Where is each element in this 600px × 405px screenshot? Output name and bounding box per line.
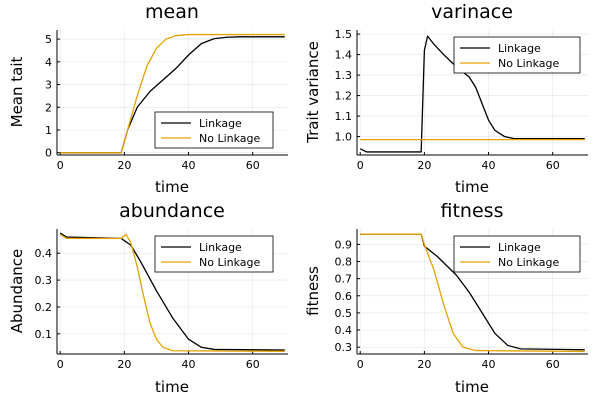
y-tick-label: 1.3 [335, 69, 353, 82]
y-tick-label: 0.3 [35, 274, 53, 287]
y-tick-label: 1.5 [335, 28, 353, 41]
x-tick-label: 40 [182, 159, 196, 172]
legend: Linkage No Linkage [453, 36, 581, 74]
x-axis-label: time [455, 178, 489, 196]
y-tick-label: 0.4 [35, 247, 53, 260]
legend-label: No Linkage [199, 132, 261, 145]
y-tick-label: 0.7 [335, 273, 353, 286]
y-tick-label: 1.0 [335, 131, 353, 144]
legend-label: No Linkage [199, 256, 261, 269]
y-tick-label: 0.3 [335, 341, 353, 354]
y-tick-label: 0.2 [35, 301, 53, 314]
series-line [59, 233, 285, 352]
x-axis-label: time [455, 378, 489, 396]
x-tick-label: 0 [57, 358, 64, 371]
y-tick-label: 1.2 [335, 90, 353, 103]
x-tick-label: 60 [546, 159, 560, 172]
y-tick-label: 0.1 [35, 328, 53, 341]
legend: Linkage No Linkage [453, 235, 581, 273]
x-tick-label: 0 [357, 159, 364, 172]
x-tick-label: 20 [117, 358, 131, 371]
legend-label: Linkage [498, 241, 541, 254]
x-tick-label: 40 [482, 358, 496, 371]
y-tick-label: 0.4 [335, 324, 353, 337]
panel-0: 0 20 40 60 0 1 2 3 4 5 mean time Mean tait Linkage No … [8, 1, 288, 196]
legend-box [453, 235, 581, 273]
y-tick-label: 0.9 [335, 238, 353, 251]
y-tick-label: 0.6 [335, 290, 353, 303]
x-tick-label: 20 [117, 159, 131, 172]
legend-box [154, 235, 274, 273]
chart-title: varinace [431, 1, 513, 23]
chart-title: abundance [119, 200, 225, 222]
x-tick-label: 20 [417, 358, 431, 371]
y-axis-label: Mean tait [8, 57, 26, 128]
chart-title: fitness [441, 200, 504, 222]
panel-2: 0 20 40 60 0.1 0.2 0.3 0.4 abundance time Abundanc… [8, 200, 288, 396]
series-line [360, 233, 585, 353]
x-tick-label: 20 [417, 159, 431, 172]
y-tick-label: 2 [45, 101, 52, 114]
x-tick-label: 60 [546, 358, 560, 371]
y-tick-label: 4 [45, 56, 52, 69]
y-tick-label: 0 [45, 147, 52, 160]
legend: Linkage No Linkage [154, 235, 274, 273]
x-axis-label: time [155, 178, 189, 196]
y-tick-label: 1.4 [335, 49, 353, 62]
x-tick-label: 40 [182, 358, 196, 371]
y-axis-label: Abundance [8, 249, 26, 334]
legend-label: Linkage [498, 42, 541, 55]
legend-label: Linkage [199, 241, 242, 254]
legend-box [154, 111, 274, 149]
chart-title: mean [145, 1, 199, 23]
legend-label: No Linkage [498, 57, 560, 70]
panel-1: 0 20 40 60 1.0 1.1 1.2 1.3 1.4 1.5 varinace time Tra… [304, 1, 588, 196]
series-line [60, 33, 285, 154]
x-tick-label: 0 [357, 358, 364, 371]
legend-label: Linkage [199, 117, 242, 130]
y-tick-label: 1 [45, 124, 52, 137]
y-tick-label: 1.1 [335, 110, 353, 123]
legend-box [453, 36, 581, 74]
x-tick-label: 40 [482, 159, 496, 172]
y-tick-label: 3 [45, 79, 52, 92]
legend-label: No Linkage [498, 256, 560, 269]
y-tick-label: 0.5 [335, 307, 353, 320]
panel-3: 0 20 40 60 0.3 0.4 0.5 0.6 0.7 0.8 0.9 fitness time f… [304, 200, 588, 396]
y-tick-label: 5 [45, 33, 52, 46]
x-tick-label: 60 [246, 358, 260, 371]
y-axis-label: fitness [304, 266, 322, 316]
x-tick-label: 60 [246, 159, 260, 172]
legend: Linkage No Linkage [154, 111, 274, 149]
y-tick-label: 0.8 [335, 256, 353, 269]
y-axis-label: Trait variance [304, 41, 322, 144]
x-axis-label: time [155, 378, 189, 396]
x-tick-label: 0 [57, 159, 64, 172]
